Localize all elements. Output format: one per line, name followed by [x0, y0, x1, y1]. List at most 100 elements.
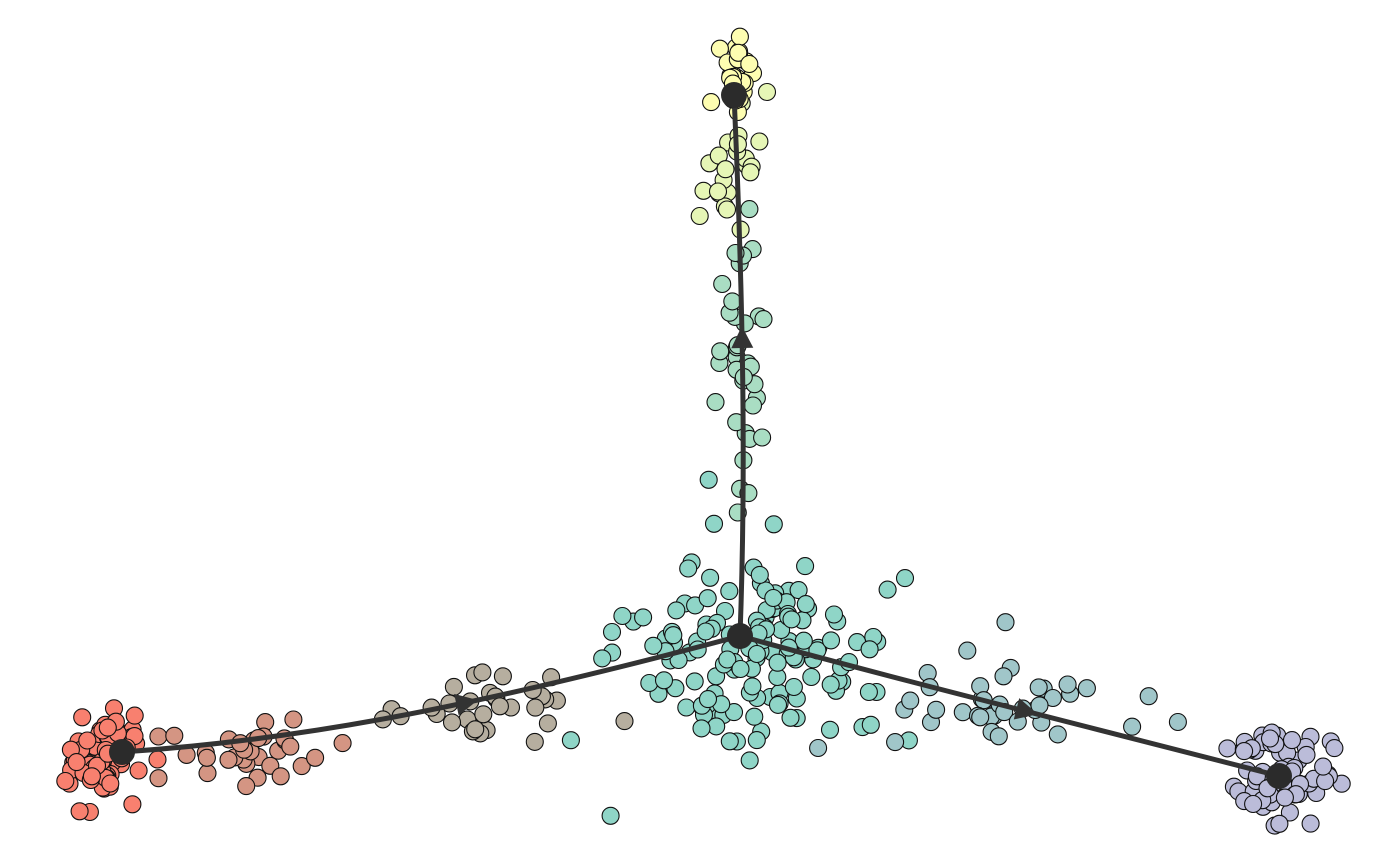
- scatter-point: [723, 292, 742, 311]
- trajectory-node-right: [1266, 763, 1292, 789]
- scatter-point: [1077, 679, 1096, 698]
- scatter-point: [708, 182, 728, 201]
- scatter-point: [859, 682, 878, 702]
- scatter-point: [442, 713, 462, 732]
- scatter-point: [1314, 757, 1333, 776]
- scatter-point: [698, 690, 718, 709]
- scatter-point: [1139, 687, 1158, 706]
- scatter-point: [878, 580, 897, 599]
- scatter-point: [706, 393, 725, 412]
- scatter-point: [692, 719, 711, 738]
- scatter-point: [1123, 717, 1142, 736]
- scatter-point: [1048, 725, 1067, 744]
- scatter-point: [1282, 731, 1302, 750]
- scatter-point: [165, 726, 184, 745]
- scatter-point: [824, 605, 844, 624]
- scatter-point: [1260, 729, 1280, 748]
- scatter-point: [989, 727, 1008, 746]
- scatter-point: [768, 653, 787, 672]
- scatter-point: [654, 671, 674, 690]
- scatter-point: [741, 163, 760, 182]
- scatter-point: [219, 750, 238, 769]
- scatter-point: [644, 636, 663, 655]
- scatter-point: [729, 43, 748, 62]
- scatter-point: [685, 672, 704, 691]
- scatter-point: [901, 691, 920, 710]
- scatter-point: [750, 132, 769, 151]
- trajectory-edges: [119, 92, 1282, 779]
- scatter-point: [796, 557, 815, 576]
- scatter-point: [593, 649, 612, 668]
- scatter-point: [466, 720, 485, 739]
- scatter-point: [1275, 788, 1294, 807]
- scatter-point: [754, 310, 773, 329]
- scatter-point: [971, 708, 990, 727]
- scatter-point: [747, 731, 766, 750]
- scatter-point: [861, 715, 880, 734]
- trajectory-edge-branch-right: [737, 633, 1282, 779]
- scatter-point: [664, 626, 683, 645]
- scatter-point: [698, 589, 717, 608]
- trajectory-node-top: [721, 82, 747, 108]
- scatter-point: [677, 698, 696, 717]
- scatter-point: [602, 622, 622, 642]
- scatter-point: [764, 515, 783, 534]
- scatter-point: [745, 707, 764, 726]
- scatter-point: [292, 757, 311, 776]
- scatter-point: [667, 601, 686, 620]
- scatter-point: [679, 559, 698, 578]
- scatter-point: [784, 677, 803, 697]
- scatter-point: [821, 675, 840, 694]
- scatter-point: [634, 608, 653, 627]
- scatter-point: [696, 622, 715, 641]
- scatter-point: [690, 206, 709, 226]
- arrowhead-branch-right: [1013, 698, 1038, 720]
- scatter-point: [237, 777, 256, 796]
- scatter-point: [704, 514, 724, 533]
- scatter-point: [525, 732, 544, 751]
- scatter-point: [493, 667, 512, 686]
- scatter-point: [802, 667, 821, 687]
- scatter-point: [716, 160, 735, 179]
- scatter-point: [927, 700, 946, 719]
- scatter-point: [711, 342, 730, 361]
- scatter-point: [538, 714, 557, 733]
- scatter-point: [149, 727, 168, 746]
- scatter-point: [743, 677, 762, 696]
- scatter-point: [1244, 794, 1263, 814]
- cell-points: [56, 27, 1351, 835]
- scatter-point: [757, 82, 777, 102]
- trajectory-edge-branch-top: [731, 92, 746, 639]
- scatter-point: [333, 734, 352, 753]
- scatter-point: [994, 667, 1013, 686]
- scatter-point: [750, 565, 769, 584]
- scatter-point: [82, 767, 101, 786]
- scatter-point: [149, 769, 168, 788]
- scatter-point: [197, 748, 216, 767]
- scatter-point: [56, 771, 75, 791]
- scatter-point: [125, 706, 144, 725]
- trajectory-nodes: [109, 82, 1292, 789]
- scatter-point: [613, 606, 632, 626]
- scatter-point: [1270, 814, 1289, 833]
- scatter-point: [789, 581, 808, 600]
- scatter-point: [101, 774, 120, 793]
- scatter-point: [820, 720, 840, 739]
- scatter-point: [1325, 739, 1344, 758]
- scatter-point: [1235, 742, 1254, 761]
- scatter-point: [740, 751, 759, 770]
- scatter-point: [860, 640, 879, 659]
- scatter-point: [702, 93, 721, 112]
- scatter-point: [701, 568, 720, 587]
- scatter-point: [781, 708, 800, 727]
- scatter-point: [768, 695, 788, 714]
- scatter-point: [526, 698, 545, 717]
- scatter-point: [473, 663, 492, 682]
- scatter-point: [67, 753, 86, 772]
- scatter-point: [699, 470, 718, 489]
- scatter-point: [782, 610, 801, 629]
- scatter-point: [1058, 675, 1077, 694]
- scatter-point: [809, 738, 828, 758]
- scatter-point: [70, 802, 89, 821]
